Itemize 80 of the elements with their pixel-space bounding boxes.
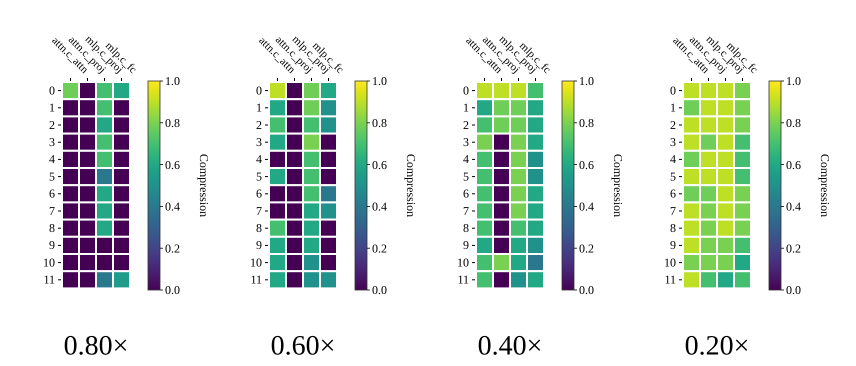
color-bar-label: 0.6 — [165, 158, 180, 172]
color-bar-label: 0.4 — [165, 200, 180, 214]
color-bar-label: 0.2 — [165, 241, 180, 256]
color-bar-label: 0.2 — [579, 241, 594, 256]
color-bar-label: 0.6 — [579, 158, 594, 172]
y-tick-label: 9 — [49, 238, 55, 252]
color-bar-label: 0.8 — [579, 116, 594, 130]
y-tick-label: 2 — [256, 118, 262, 132]
y-tick-label: 7 — [49, 204, 55, 218]
color-bar-label: 0.0 — [372, 283, 387, 298]
color-bar-label: 0.6 — [372, 158, 387, 172]
y-tick-label: 3 — [463, 135, 469, 150]
y-tick-label: 9 — [670, 238, 676, 252]
y-tick-label: 5 — [256, 169, 262, 184]
color-bar-label: 0.4 — [372, 200, 387, 214]
y-tick-label: 0 — [256, 83, 262, 98]
y-tick-label: 4 — [670, 152, 676, 166]
text: 0.80× — [64, 330, 128, 362]
y-tick-label: 3 — [670, 135, 676, 150]
y-tick-label: 2 — [463, 118, 469, 132]
y-tick-label: 6 — [49, 186, 55, 201]
color-bar-title: Compression — [197, 154, 211, 218]
y-tick-label: 5 — [670, 169, 676, 184]
color-bar-label: 0.8 — [165, 116, 180, 130]
color-bar-label: 0.6 — [786, 158, 801, 172]
y-tick-label: 7 — [670, 204, 676, 218]
y-tick-label: 5 — [463, 169, 469, 184]
y-tick-label: 3 — [256, 135, 262, 150]
color-bar-title: Compression — [611, 154, 625, 218]
color-bar-label: 0.0 — [165, 283, 180, 298]
y-tick-label: 11 — [250, 272, 262, 287]
y-tick-label: 1 — [256, 100, 262, 115]
y-tick-label: 10 — [664, 255, 676, 270]
color-bar-label: 0.0 — [579, 283, 594, 298]
y-tick-label: 9 — [256, 238, 262, 252]
y-tick-label: 11 — [457, 272, 469, 287]
color-bar-label: 1.0 — [579, 74, 594, 88]
color-bar-label: 0.2 — [372, 241, 387, 256]
y-tick-label: 0 — [463, 83, 469, 98]
y-tick-label: 10 — [43, 255, 55, 270]
color-bar-label: 0.8 — [372, 116, 387, 130]
y-tick-label: 9 — [463, 238, 469, 252]
y-tick-label: 4 — [49, 152, 55, 166]
y-tick-label: 2 — [49, 118, 55, 132]
color-bar-label: 0.8 — [786, 116, 801, 130]
text: 0.40× — [478, 330, 542, 362]
color-bar-label: 1.0 — [372, 74, 387, 88]
y-tick-label: 10 — [457, 255, 469, 270]
y-tick-label: 8 — [256, 221, 262, 236]
text: 0.20× — [684, 330, 750, 362]
color-bar-label: 0.4 — [579, 200, 594, 214]
color-bar-title: Compression — [818, 154, 832, 218]
y-tick-label: 1 — [463, 100, 469, 115]
y-tick-label: 6 — [670, 186, 676, 201]
y-tick-label: 4 — [463, 152, 469, 166]
color-bar-label: 0.2 — [786, 241, 801, 256]
y-tick-label: 1 — [49, 100, 55, 115]
y-tick-label: 8 — [463, 221, 469, 236]
color-bar-label: 1.0 — [165, 74, 180, 88]
y-tick-label: 7 — [463, 204, 469, 218]
y-tick-label: 4 — [256, 152, 262, 166]
color-bar-label: 0.0 — [786, 283, 801, 298]
y-tick-label: 3 — [49, 135, 55, 150]
y-tick-label: 6 — [463, 186, 469, 201]
color-bar-label: 1.0 — [786, 74, 801, 88]
y-tick-label: 0 — [49, 83, 55, 98]
text: 0.60× — [270, 330, 336, 362]
y-tick-label: 2 — [670, 118, 676, 132]
y-tick-label: 8 — [670, 221, 676, 236]
y-tick-label: 7 — [256, 204, 262, 218]
color-bar-title: Compression — [404, 154, 418, 218]
y-tick-label: 0 — [670, 83, 676, 98]
y-tick-label: 6 — [256, 186, 262, 201]
color-bar-label: 0.4 — [786, 200, 801, 214]
y-tick-label: 11 — [43, 272, 55, 287]
y-tick-label: 8 — [49, 221, 55, 236]
y-tick-label: 10 — [250, 255, 262, 270]
y-tick-label: 11 — [664, 272, 676, 287]
y-tick-label: 1 — [670, 100, 676, 115]
y-tick-label: 5 — [49, 169, 55, 184]
